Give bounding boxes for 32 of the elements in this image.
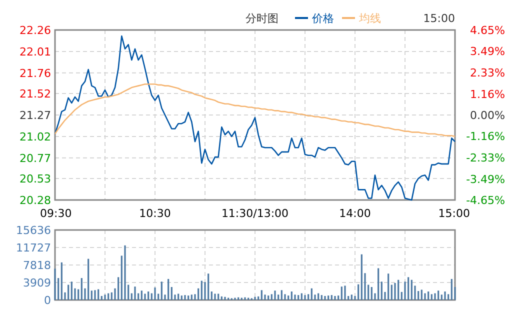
y-tick-label: 22.26 [20,24,51,37]
y-tick-label: 22.01 [20,45,51,58]
y2-tick-label: 3.49% [470,45,505,58]
y-tick-label: 21.02 [20,130,51,144]
chart-title: 分时图 [246,12,278,25]
y2-tick-label: -4.65% [466,194,505,207]
y-tick-label: 20.77 [20,152,51,165]
y-tick-label: 20.53 [20,172,51,186]
text: 15:00 [423,12,455,25]
y-tick-label: 3909 [23,276,51,290]
y-tick-label: 20.28 [20,194,51,207]
y-tick-label: 15636 [16,224,51,237]
y-tick-label: 0 [44,294,51,307]
x-tick-label: 11:30/13:00 [221,207,289,220]
y2-tick-label: 1.16% [470,88,505,101]
x-tick-label: 09:30 [40,207,72,220]
y-tick-label: 7818 [23,259,51,272]
y-tick-label: 21.27 [20,109,51,122]
y2-tick-label: -2.33% [466,152,505,165]
y2-tick-label: 2.33% [470,66,505,80]
y-tick-label: 21.76 [20,66,51,80]
x-tick-label: 14:00 [339,207,371,220]
x-tick-label: 15:00 [438,207,470,220]
x-tick-label: 10:30 [139,207,171,220]
legend-label: 均线 [358,12,381,25]
y2-tick-label: 0.00% [470,109,505,122]
y2-tick-label: -1.16% [466,130,505,144]
y2-tick-label: 4.65% [470,24,505,37]
y2-tick-label: -3.49% [466,172,505,186]
legend-label: 价格 [311,12,334,25]
y-tick-label: 11727 [16,242,51,254]
y-tick-label: 21.52 [20,88,51,101]
